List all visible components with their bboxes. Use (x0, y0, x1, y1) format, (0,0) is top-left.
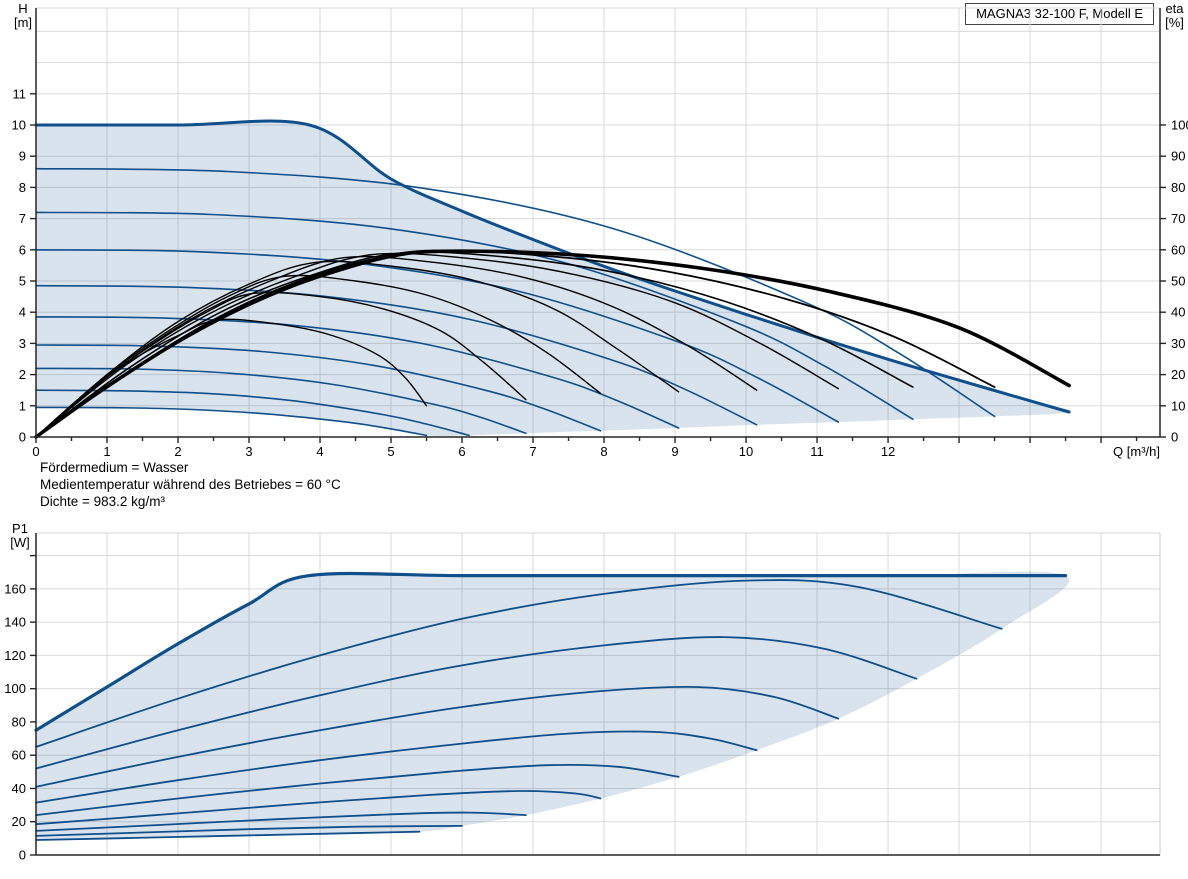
p1-axis-unit: [W] (10, 535, 30, 550)
y-tick-label: 80 (12, 714, 26, 729)
eta-axis-unit: [%] (1165, 15, 1184, 30)
eta-tick-label: 0 (1171, 430, 1178, 445)
eta-tick-label: 60 (1171, 242, 1185, 257)
x-tick-label: 12 (881, 444, 895, 459)
head-curve-speed-6 (35, 284, 758, 426)
x-tick-label: 7 (529, 444, 536, 459)
head-curve-speed-2 (35, 389, 470, 437)
power-chart-envelope (36, 571, 1070, 840)
x-tick-label: 1 (103, 444, 110, 459)
eta-curve-speed-8 (35, 251, 914, 438)
y-tick-label: 6 (19, 242, 26, 257)
eta-tick-label: 100 (1171, 118, 1188, 133)
y-tick-label: 1 (19, 398, 26, 413)
y-tick-label: 40 (12, 781, 26, 796)
y-tick-label: 0 (19, 430, 26, 445)
eta-axis-symbol: eta (1165, 1, 1184, 16)
y-tick-label: 8 (19, 180, 26, 195)
eta-curve-speed-7 (35, 252, 839, 438)
x-tick-label: 8 (600, 444, 607, 459)
eta-curve-speed-5 (35, 260, 680, 438)
y-tick-label: 160 (4, 581, 26, 596)
eta-tick-label: 90 (1171, 149, 1185, 164)
head-curve-speed-max (34, 119, 1071, 414)
p1-axis-label: P1 [W] (4, 522, 36, 550)
eta-axis-label: eta [%] (1161, 2, 1188, 30)
temperature-line: Medientemperatur während des Betriebes =… (40, 477, 341, 492)
power-curve-speed-2 (35, 825, 463, 837)
y-tick-label: 2 (19, 367, 26, 382)
eta-tick-label: 30 (1171, 336, 1185, 351)
eta-curve-speed-2 (35, 318, 428, 438)
eta-tick-label: 50 (1171, 274, 1185, 289)
y-tick-label: 20 (12, 814, 26, 829)
density-line: Dichte = 983.2 kg/m³ (40, 494, 165, 509)
y-tick-label: 11 (13, 86, 27, 101)
power-curve-speed-9 (35, 579, 1003, 748)
y-tick-label: 10 (12, 118, 26, 133)
y-tick-label: 3 (19, 336, 26, 351)
eta-curve-speed-3 (35, 291, 527, 438)
y-tick-label: 0 (19, 848, 26, 863)
power-curve-speed-3 (35, 811, 527, 832)
y-tick-label: 120 (4, 648, 26, 663)
operating-conditions: Fördermedium = Wasser Medientemperatur w… (40, 459, 341, 510)
y-tick-label: 60 (12, 748, 26, 763)
y-tick-label: 140 (4, 615, 26, 630)
x-tick-label: 6 (458, 444, 465, 459)
head-efficiency-chart-plot: 0 1 2 3 4 5 6 7 8 9 10 11 12012345678910110102030405… (12, 7, 1188, 459)
x-tick-label: 10 (739, 444, 753, 459)
x-tick-label: 2 (174, 444, 181, 459)
h-axis-unit: [m] (13, 15, 33, 30)
power-curve-speed-6 (35, 730, 758, 804)
x-tick-label: 3 (245, 444, 252, 459)
y-tick-label: 100 (4, 681, 26, 696)
power-curve-speed-5 (35, 763, 680, 816)
h-axis-label: H [m] (8, 2, 38, 30)
power-curve-speed-4 (35, 790, 602, 826)
eta-tick-label: 70 (1171, 211, 1185, 226)
x-tick-label: 5 (387, 444, 394, 459)
q-axis-label: Q [m³/h] (1113, 444, 1160, 459)
y-tick-label: 7 (19, 211, 26, 226)
x-tick-label: 4 (316, 444, 323, 459)
head-curve-speed-min (35, 406, 428, 437)
eta-tick-label: 20 (1171, 367, 1185, 382)
power-curve-speed-min (35, 830, 421, 841)
power-chart-plot: 0 20 40 60 80 100 120 140 160 (4, 532, 1161, 863)
eta-curve-speed-9 (35, 249, 996, 438)
x-tick-label: 9 (671, 444, 678, 459)
power-curve-speed-7 (35, 685, 840, 788)
head-curve-speed-5 (35, 316, 680, 429)
x-tick-label: 0 (32, 444, 39, 459)
y-tick-label: 9 (19, 149, 26, 164)
power-curve-speed-max (34, 571, 1068, 732)
x-tick-label: 11 (810, 444, 824, 459)
head-curve-speed-9 (35, 167, 996, 418)
eta-curve-speed-4 (35, 274, 602, 438)
y-tick-label: 4 (19, 305, 26, 320)
medium-line: Fördermedium = Wasser (40, 460, 189, 475)
h-axis-symbol: H (18, 1, 28, 16)
eta-tick-label: 10 (1171, 398, 1185, 413)
power-curve-speed-8 (35, 636, 918, 770)
y-tick-label: 5 (19, 274, 26, 289)
p1-axis-symbol: P1 (12, 521, 28, 536)
head-efficiency-chart-envelope (36, 121, 1070, 437)
eta-tick-label: 40 (1171, 305, 1185, 320)
eta-tick-label: 80 (1171, 180, 1185, 195)
